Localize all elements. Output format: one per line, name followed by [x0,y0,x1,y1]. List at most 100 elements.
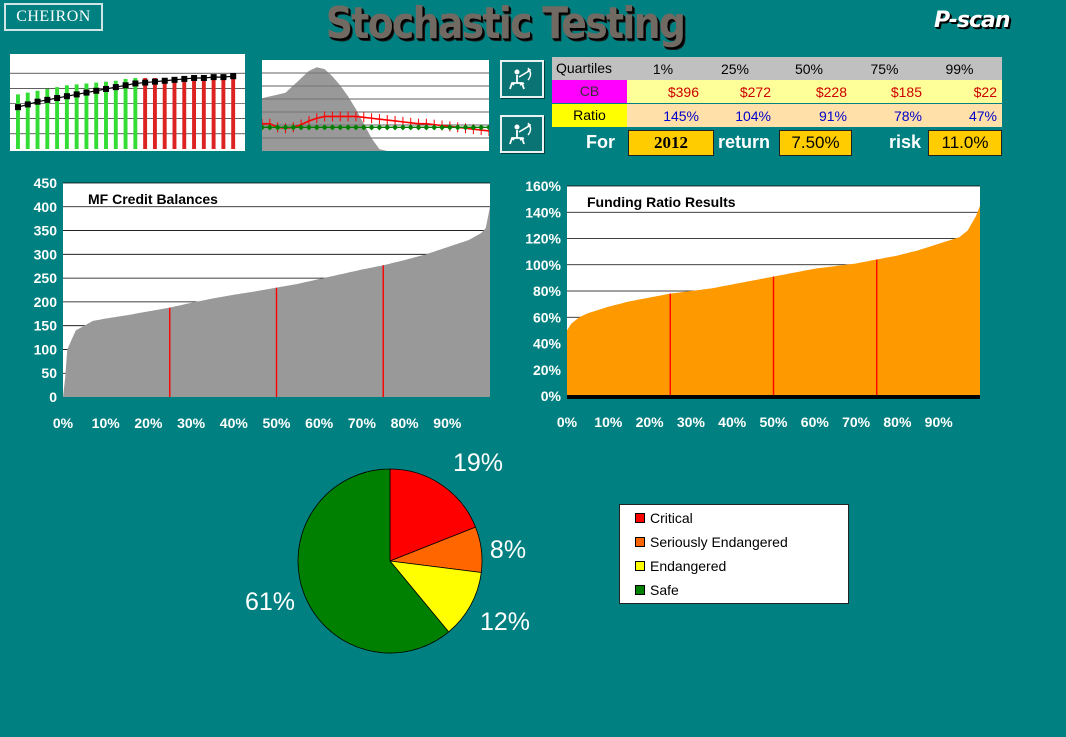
thumb-bar [133,78,138,149]
legend-swatch [635,585,645,595]
thumb-bar [45,88,50,149]
x-tick-label: 60% [801,414,830,430]
x-tick-label: 10% [92,415,121,431]
y-tick-label: 200 [34,294,58,310]
quartile-header-50: 50% [794,61,824,77]
thumb-green-marker [360,124,367,131]
y-tick-label: 20% [533,362,562,378]
thumb-bar [16,94,20,149]
x-tick-label: 50% [759,414,788,430]
legend-label: Endangered [650,558,727,574]
legend-label: Critical [650,510,693,526]
thumb-bar [211,78,216,149]
x-tick-label: 10% [594,414,623,430]
cb-value: $228 [815,84,847,100]
y-tick-label: 350 [34,223,58,239]
chart-title-bg [84,191,232,205]
thumb-green-marker [321,124,328,131]
thumb-green-marker [313,124,320,131]
thumb-bar [231,78,236,149]
funding-ratio-chart: 0% 20% 40% 60% 80% 100% 120% 140% 160% 0% 10% 20% 30… [525,178,980,430]
year-field[interactable]: 2012 [628,130,714,156]
risk-field[interactable]: 11.0% [928,130,1002,156]
y-tick-label: 160% [525,178,561,194]
thumb-bar [94,82,99,149]
thumb-bar [35,90,40,149]
thumb-bar [162,78,167,149]
quartiles-label: Quartiles [556,60,613,76]
chart-title-bg [583,194,756,208]
x-tick-label: 0% [557,414,578,430]
x-tick-label: 90% [925,414,954,430]
legend-item-critical: Critical [635,510,693,526]
y-tick-label: 50 [41,365,57,381]
return-field[interactable]: 7.50% [779,130,852,156]
thumb-bar [201,78,206,149]
x-tick-label: 50% [262,415,291,431]
thumb-green-marker [384,124,391,131]
cb-value: $185 [890,84,922,100]
thumb-marker [230,73,237,80]
cb-value: $396 [667,84,699,100]
thumb-green-marker [454,124,461,131]
legend-swatch [635,513,645,523]
legend-item-seriously-endangered: Seriously Endangered [635,534,788,550]
x-tick-label: 80% [391,415,420,431]
thumb-green-marker [431,124,438,131]
cb-row: CB $396 $272 $228 $185 $22 [552,80,1002,103]
page-title: Stochastic Testing [325,0,686,49]
thumb-bar [172,78,177,149]
x-tick-label: 70% [842,414,871,430]
ratio-value: 104% [735,108,771,124]
x-tick-label: 60% [305,415,334,431]
pie-slice [297,468,450,654]
thumb-green-marker [407,124,414,131]
thumb-bar [182,78,187,149]
y-tick-label: 100% [525,257,561,273]
thumb-bar [104,81,108,149]
for-label: For [586,132,615,152]
archer-button-2[interactable] [500,115,544,153]
thumb-green-marker [462,124,469,131]
thumb-line [17,75,234,108]
ratio-value: 78% [893,108,922,124]
thumb-bar [143,78,148,149]
ratio-value: 91% [818,108,847,124]
risk-pie-chart: 19% 8% 12% 61% [245,449,530,654]
risk-label: risk [889,132,922,152]
thumb-green-marker [329,124,336,131]
legend-item-safe: Safe [635,582,679,598]
thumb-bar [192,78,196,149]
x-tick-label: 20% [636,414,665,430]
thumb-bar [113,80,118,149]
quartile-header-row: Quartiles 1% 25% 50% 75% 99% [552,57,1002,80]
thumb-green-marker [399,124,406,131]
thumb-green-marker [298,124,305,131]
thumb-green-marker [478,124,485,131]
thumb-green-marker [352,124,359,131]
return-label: return [718,132,771,152]
thumb-green-marker [446,124,453,131]
quartile-header-25: 25% [720,61,750,77]
legend-label: Safe [650,582,679,598]
legend-swatch [635,561,645,571]
thumbnail-line-chart[interactable] [259,60,492,151]
y-tick-label: 300 [34,246,58,262]
pie-legend: Critical Seriously Endangered Endangered… [619,504,849,604]
x-tick-label: 40% [220,415,249,431]
quartile-header-75: 75% [870,61,899,77]
thumb-green-marker [305,124,312,131]
thumb-green-marker [266,124,273,131]
thumbnail-bar-chart[interactable] [10,54,245,151]
legend-label: Seriously Endangered [650,534,788,550]
ratio-value: 47% [968,108,997,124]
y-tick-label: 400 [34,199,58,215]
quartile-header-1: 1% [652,61,674,77]
thumb-green-marker [376,124,383,131]
thumb-bar [152,78,157,149]
y-tick-label: 0% [541,388,562,404]
thumb-green-marker [368,124,375,131]
x-tick-label: 90% [433,415,462,431]
thumb-green-marker [470,124,477,131]
archer-button-1[interactable] [500,60,544,98]
